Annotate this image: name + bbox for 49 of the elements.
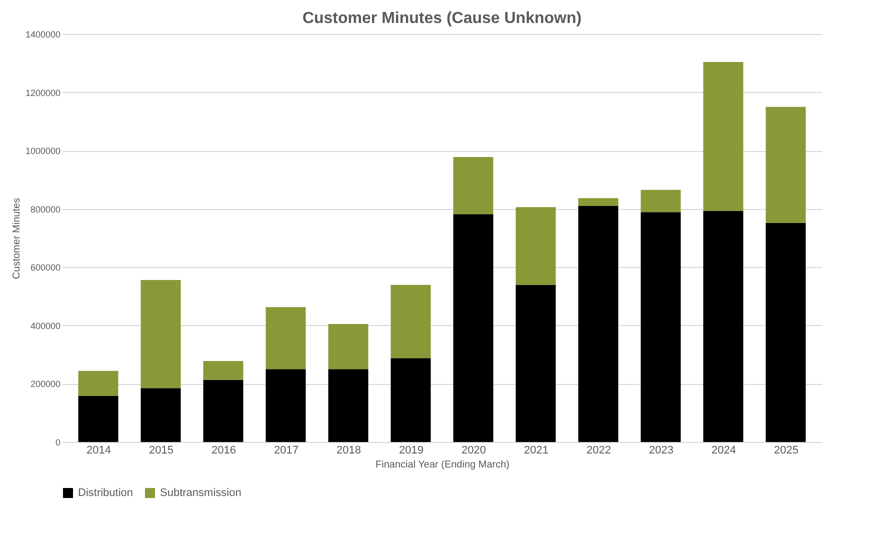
y-tick-label: 800000 xyxy=(30,204,60,214)
legend-label: Distribution xyxy=(78,487,134,499)
x-tick-label: 2016 xyxy=(212,444,236,456)
bar xyxy=(203,380,244,442)
x-tick-label: 2015 xyxy=(149,444,174,456)
x-axis-title: Financial Year (Ending March) xyxy=(376,460,510,470)
bar xyxy=(766,222,806,442)
bar xyxy=(453,156,494,214)
bar xyxy=(703,210,744,442)
x-tick-label: 2022 xyxy=(586,444,611,456)
x-tick-label: 2018 xyxy=(336,444,361,456)
bar xyxy=(578,198,618,206)
bar xyxy=(266,369,306,442)
legend-label: Subtransmission xyxy=(160,487,242,499)
bar xyxy=(516,284,556,442)
y-tick-label: 1000000 xyxy=(25,146,60,156)
bar xyxy=(640,190,681,212)
y-tick-label: 200000 xyxy=(30,379,60,390)
bar xyxy=(140,388,181,442)
bar xyxy=(78,396,118,442)
x-tick-label: 2021 xyxy=(524,444,548,456)
bar xyxy=(140,280,181,388)
x-tick-label: 2017 xyxy=(274,444,298,456)
bar xyxy=(766,106,806,223)
bar xyxy=(390,358,431,442)
bar xyxy=(703,62,744,211)
y-tick-label: 1200000 xyxy=(25,88,60,98)
y-axis-title: Customer Minutes xyxy=(11,198,22,280)
chart-title: Customer Minutes (Cause Unknown) xyxy=(302,10,582,27)
y-tick-label: 600000 xyxy=(30,262,60,273)
bar xyxy=(328,324,368,370)
bar xyxy=(328,369,368,442)
x-tick-label: 2020 xyxy=(462,444,486,456)
bar xyxy=(266,307,306,370)
x-tick-label: 2019 xyxy=(399,444,424,456)
y-tick-label: 400000 xyxy=(30,320,60,331)
x-tick-label: 2014 xyxy=(86,444,111,456)
bar xyxy=(640,212,681,442)
x-tick-label: 2023 xyxy=(649,444,674,456)
bar xyxy=(578,206,618,442)
y-tick-label: 1400000 xyxy=(25,30,60,40)
bar xyxy=(78,370,118,396)
bar xyxy=(453,214,494,442)
x-tick-label: 2025 xyxy=(774,444,798,456)
bar xyxy=(203,360,244,380)
bar xyxy=(390,284,431,358)
bar xyxy=(516,207,556,285)
x-tick-label: 2024 xyxy=(712,444,736,456)
y-tick-label: 0 xyxy=(55,438,60,448)
